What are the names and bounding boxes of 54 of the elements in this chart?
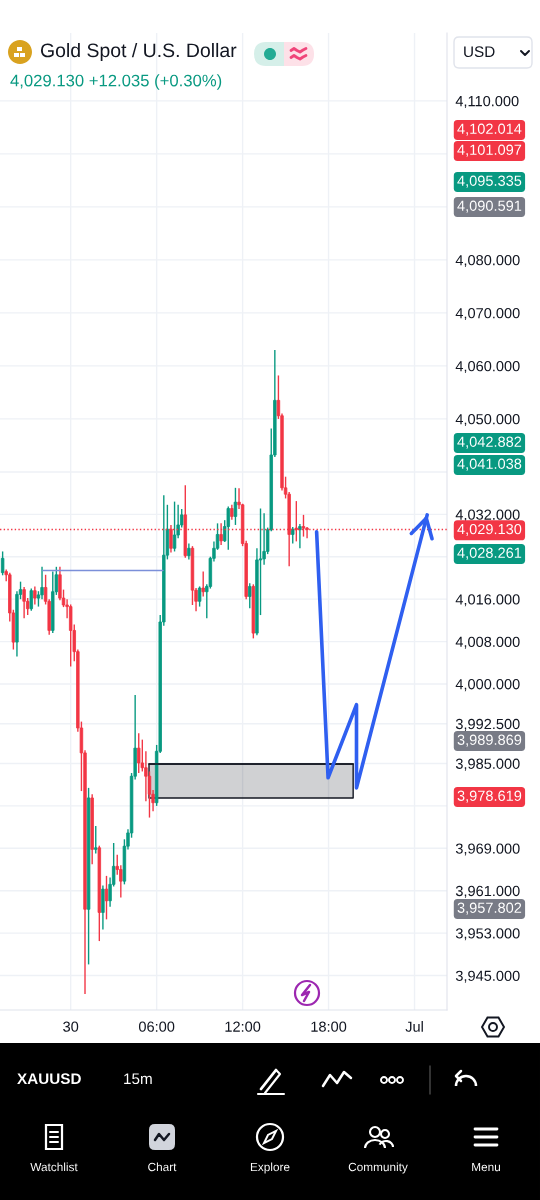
text: USD (464, 46, 495, 58)
text: Community (348, 1162, 408, 1174)
y-tick-label: 3,953.000 (455, 928, 520, 941)
ref-line-label: 4,029.130 (457, 523, 522, 536)
x-tick-label: Jul (405, 1021, 423, 1032)
y-tick-label: 3,961.000 (455, 885, 520, 898)
text: 15m (124, 1073, 152, 1085)
candlestick (197, 585, 202, 608)
text: 4,042.882 (457, 436, 522, 449)
chart-title: Gold Spot / U.S. Dollar (40, 42, 237, 62)
x-tick-label: 30 (63, 1021, 79, 1032)
candlestick (33, 585, 37, 606)
x-tick-label: 06:00 (138, 1021, 175, 1032)
y-tick-label: 4,070.000 (455, 308, 520, 321)
y-tick-label: 4,110.000 (455, 95, 519, 108)
candlestick (29, 587, 33, 612)
text: 3,989.869 (457, 734, 522, 747)
y-tick-label: 4,016.000 (455, 594, 520, 607)
candlestick (68, 603, 73, 668)
text: 4,090.591 (457, 200, 522, 213)
candlestick (201, 570, 205, 598)
y-tick-label: 3,992.500 (455, 718, 520, 731)
text: 4,095.335 (457, 175, 522, 188)
text: Chart (148, 1162, 177, 1172)
text: 4,102.014 (457, 123, 522, 136)
candlestick (101, 884, 105, 931)
candlestick (22, 586, 26, 619)
text: 3,957.802 (457, 902, 522, 915)
candlestick (298, 523, 302, 549)
text: XAUUSD (17, 1073, 81, 1085)
text: 4,041.038 (457, 458, 522, 471)
y-tick-label: 4,008.000 (455, 636, 520, 649)
candlestick (0, 550, 5, 577)
text: 4,029.130 +12.035 (+0.30%) (10, 74, 222, 90)
text: 4,101.097 (457, 144, 522, 157)
x-tick-label: 18:00 (311, 1021, 347, 1032)
x-tick-label: 12:00 (225, 1021, 261, 1032)
text: 4,028.261 (457, 547, 522, 560)
y-tick-label: 4,060.000 (455, 361, 520, 374)
text: Watchlist (30, 1162, 78, 1172)
y-tick-label: 3,945.000 (455, 970, 520, 983)
y-tick-label: 4,000.000 (455, 679, 520, 692)
y-tick-label: 4,032.000 (455, 509, 520, 522)
candlestick (226, 505, 230, 551)
text: Explore (250, 1162, 290, 1174)
text: 3,978.619 (457, 790, 522, 803)
text: Menu (472, 1162, 500, 1172)
candlestick (137, 732, 141, 774)
y-tick-label: 4,080.000 (455, 254, 520, 268)
candlestick (104, 875, 109, 921)
y-tick-label: 3,985.000 (455, 758, 520, 771)
y-tick-label: 3,969.000 (455, 843, 520, 856)
candlestick (94, 825, 98, 855)
y-tick-label: 4,050.000 (455, 414, 520, 427)
